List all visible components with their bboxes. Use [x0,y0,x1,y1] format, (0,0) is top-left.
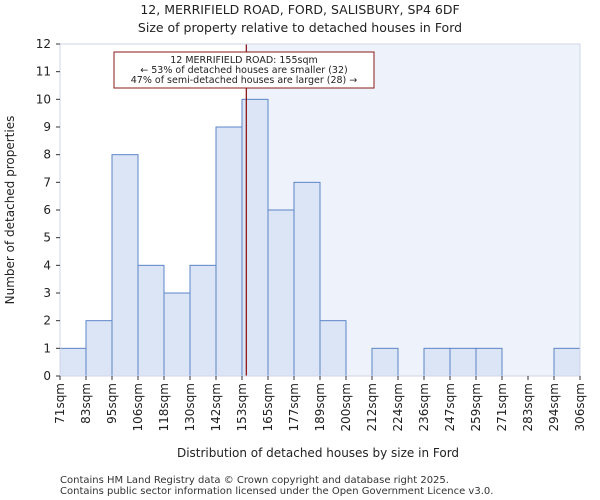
x-tick-label: 177sqm [287,383,301,431]
x-tick-label: 165sqm [261,383,275,431]
bar-212sqm [371,347,399,377]
y-tick-label: 7 [43,175,51,189]
bar-247sqm [449,347,477,377]
x-tick-label: 142sqm [209,383,223,431]
x-tick-label: 153sqm [235,383,249,431]
bar-83sqm [85,320,113,377]
y-tick-label: 9 [43,120,51,134]
bar-259sqm [475,347,503,377]
bar-177sqm [293,181,321,377]
x-tick-label: 247sqm [443,383,457,431]
bar-130sqm [189,264,217,377]
x-tick-label: 306sqm [573,383,587,431]
y-tick-label: 8 [43,148,51,162]
footer-line-1: Contains HM Land Registry data © Crown c… [60,475,449,486]
bar-118sqm [163,292,191,377]
y-tick-label: 12 [36,37,51,51]
chart-title: 12, MERRIFIELD ROAD, FORD, SALISBURY, SP… [140,2,459,17]
x-tick-label: 200sqm [339,383,353,431]
annotation-line-1: 12 MERRIFIELD ROAD: 155sqm [170,55,318,66]
x-tick-label: 189sqm [313,383,327,431]
bar-142sqm [215,126,243,377]
bar-165sqm [267,209,295,377]
y-tick-label: 10 [36,92,51,106]
bar-236sqm [423,347,451,377]
y-tick-label: 6 [43,203,51,217]
y-tick-label: 2 [43,314,51,328]
x-tick-label: 294sqm [547,383,561,431]
x-tick-label: 118sqm [157,383,171,431]
bar-71sqm [59,347,87,377]
y-tick-label: 1 [43,341,51,355]
y-tick-label: 4 [43,258,51,272]
y-tick-label: 3 [43,286,51,300]
y-tick-label: 11 [36,65,51,79]
annotation-border [113,51,375,89]
chart-subtitle: Size of property relative to detached ho… [138,20,462,35]
x-tick-label: 212sqm [365,383,379,431]
y-tick-label: 5 [43,231,51,245]
x-tick-label: 71sqm [53,383,67,424]
x-tick-label: 106sqm [131,383,145,431]
x-axis-ticks: 71sqm 83sqm 95sqm 106sqm 118sqm 130sqm 142sqm 1… [53,376,587,431]
bar-106sqm [137,264,165,377]
annotation-line-2: ← 53% of detached houses are smaller (32… [140,65,347,76]
annotation-box: 12 MERRIFIELD ROAD: 155sqm ← 53% of deta… [113,51,375,89]
annotation-line-3: 47% of semi-detached houses are larger (… [131,75,358,86]
bar-294sqm [553,347,581,377]
bar-189sqm [319,320,347,377]
x-tick-label: 271sqm [495,383,509,431]
x-axis-label: Distribution of detached houses by size … [177,446,459,460]
y-tick-label: 0 [43,369,51,383]
x-tick-label: 83sqm [79,383,93,424]
x-tick-label: 236sqm [417,383,431,431]
bar-95sqm [111,154,139,377]
y-axis-label: Number of detached properties [3,116,17,305]
bars-group [59,98,581,377]
x-tick-label: 259sqm [469,383,483,431]
x-tick-label: 130sqm [183,383,197,431]
footer-line-2: Contains public sector information licen… [60,486,493,497]
x-tick-label: 224sqm [391,383,405,431]
x-tick-label: 283sqm [521,383,535,431]
x-tick-label: 95sqm [105,383,119,424]
